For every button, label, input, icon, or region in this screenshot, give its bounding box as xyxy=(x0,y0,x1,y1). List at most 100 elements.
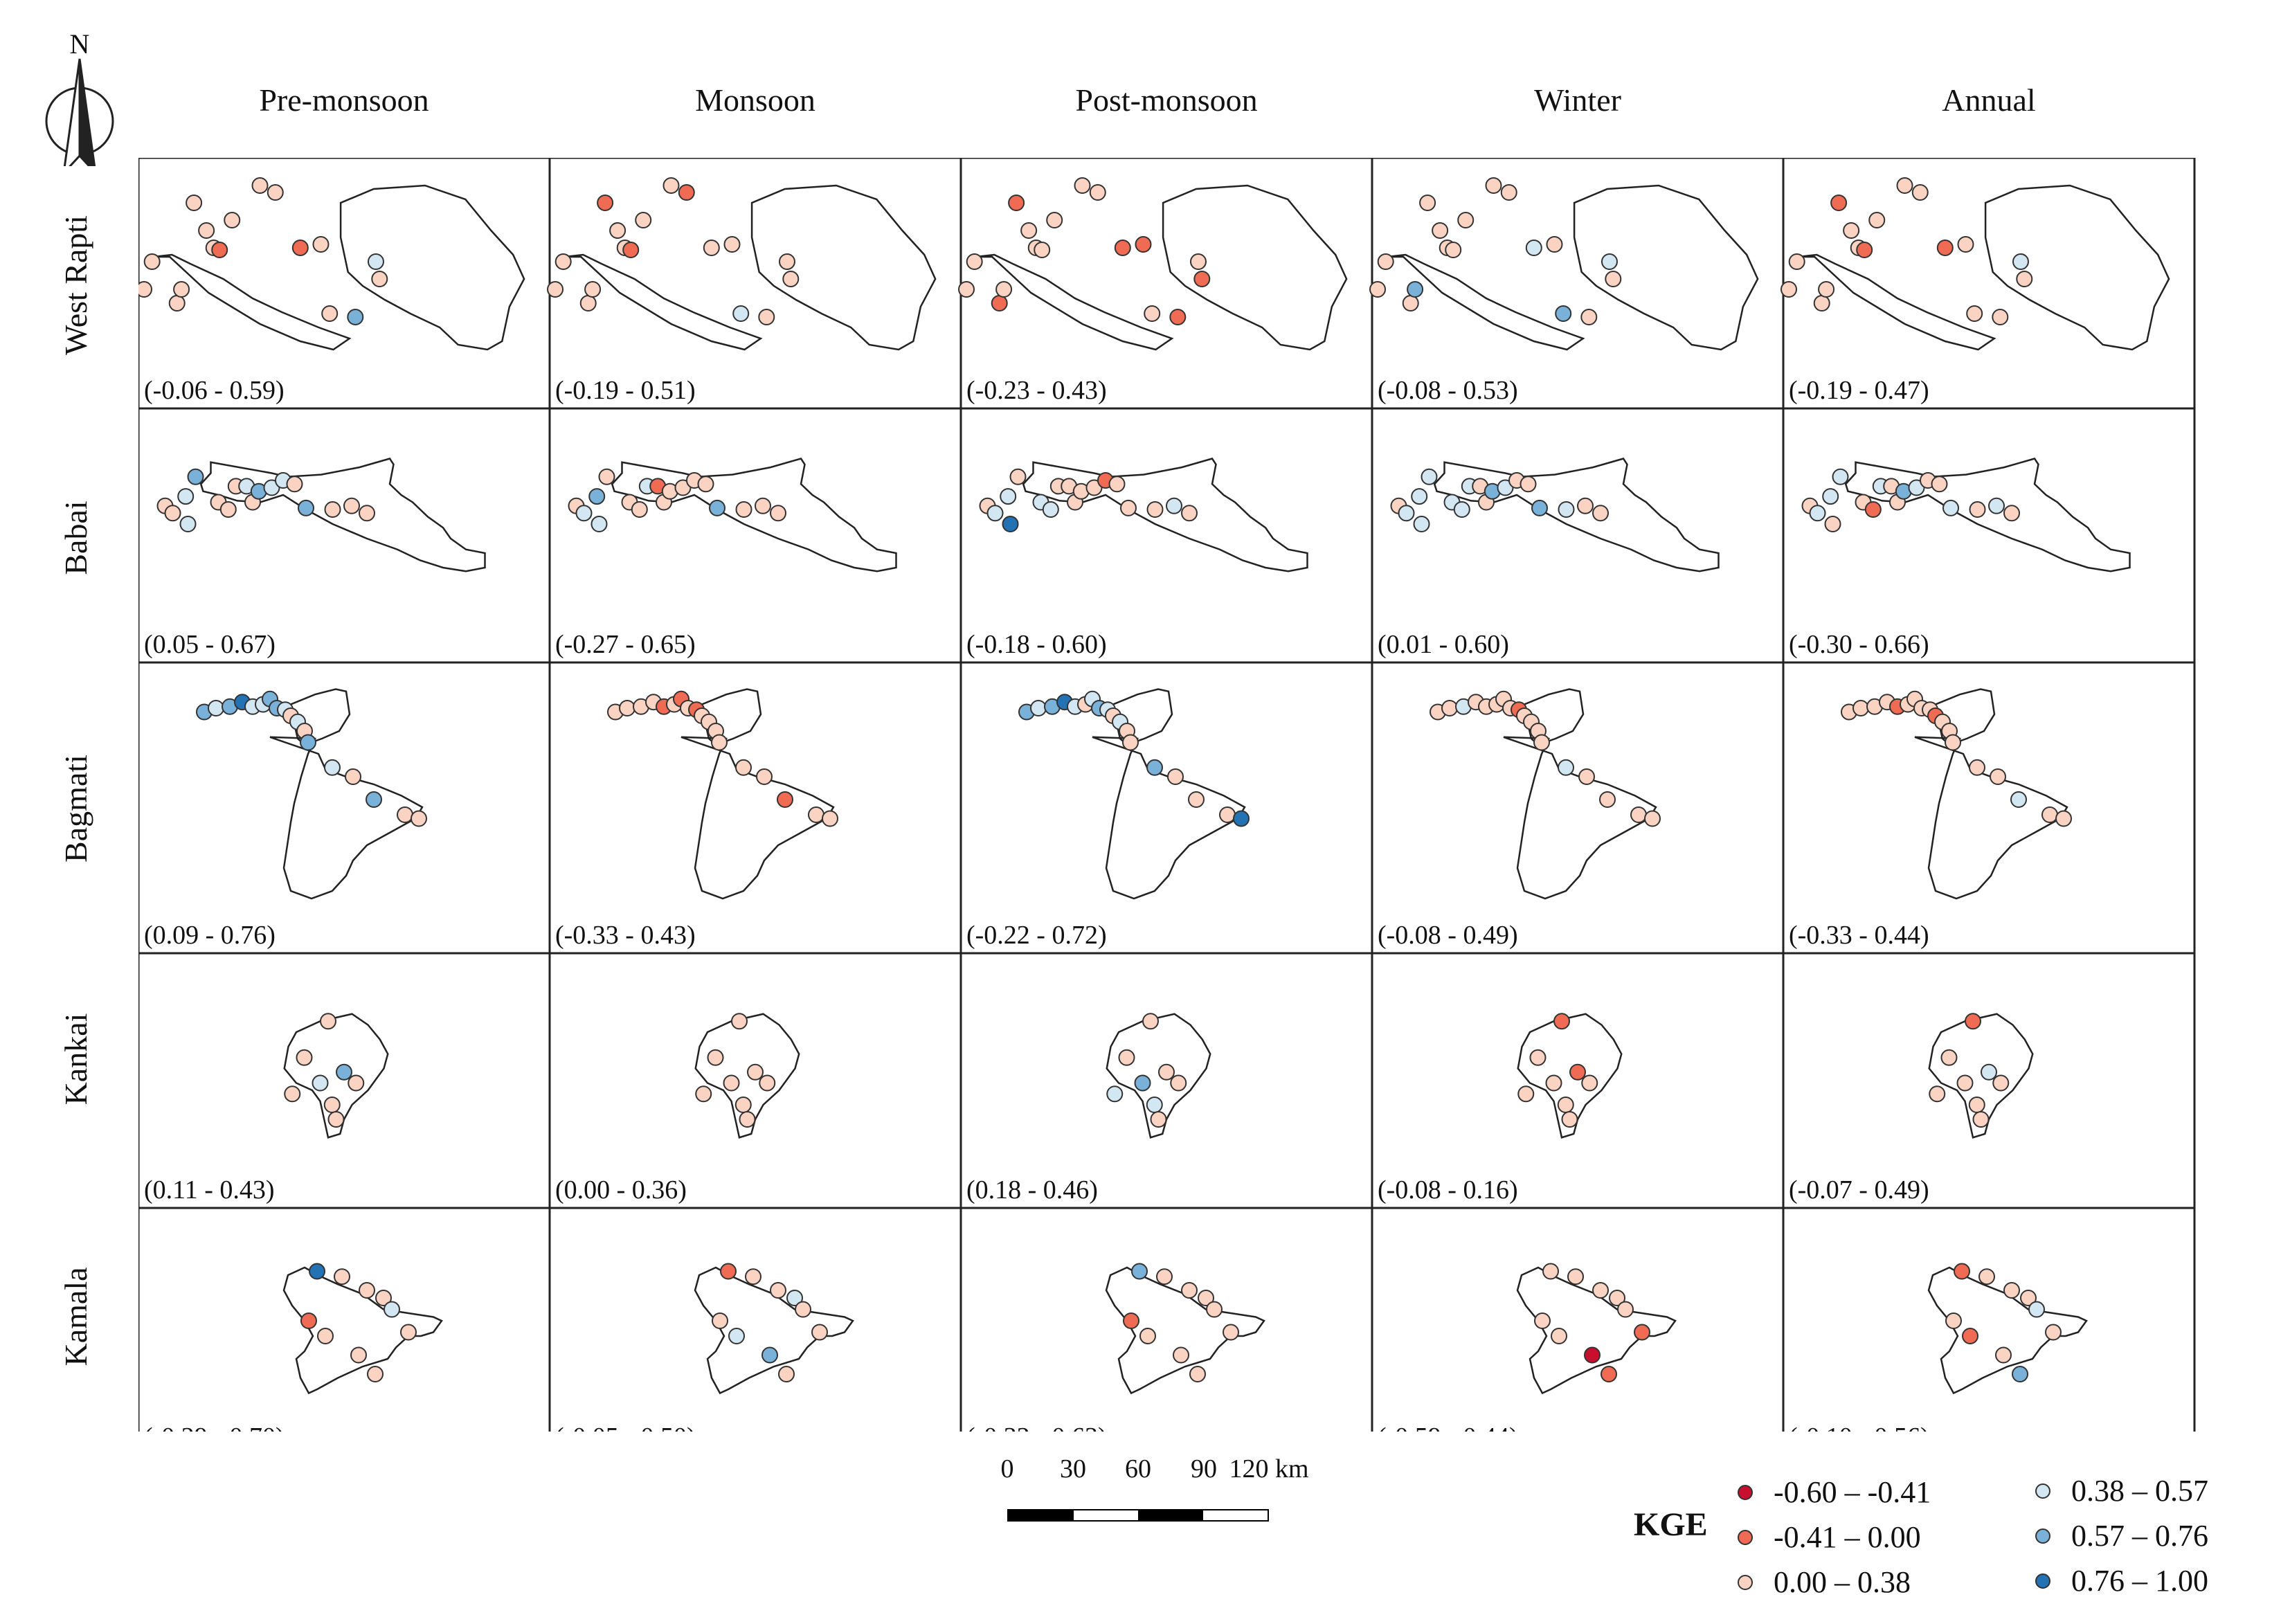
station-marker xyxy=(411,810,427,827)
station-marker xyxy=(1445,242,1462,258)
station-marker xyxy=(777,791,793,808)
row-label-west-rapti: West Rapti xyxy=(58,215,93,355)
station-marker xyxy=(1584,1346,1601,1364)
station-marker xyxy=(1592,505,1609,522)
panel-kankai-pre-monsoon: (0.11 - 0.43) xyxy=(138,952,551,1209)
station-marker xyxy=(778,1366,795,1382)
legend-dot-icon xyxy=(2035,1573,2050,1589)
station-marker xyxy=(1158,1063,1175,1081)
panel-west-rapti-monsoon: (-0.19 - 0.51) xyxy=(547,158,962,410)
station-marker xyxy=(2012,253,2029,270)
station-marker xyxy=(1419,195,1436,211)
kge-range-label: (-0.10 - 0.56) xyxy=(1789,1423,1929,1432)
station-marker xyxy=(2045,1324,2062,1341)
panel-bagmati-monsoon: (-0.33 - 0.43) xyxy=(548,661,962,955)
kge-range-label: (0.05 - 0.67) xyxy=(144,630,276,659)
kge-range-label: (-0.06 - 0.59) xyxy=(144,376,285,405)
column-header-post-monsoon: Post-monsoon xyxy=(1075,82,1258,118)
legend-label: 0.00 – 0.38 xyxy=(1774,1565,1911,1599)
station-marker xyxy=(1945,734,1961,751)
panel-bagmati-annual: (-0.33 - 0.44) xyxy=(1782,661,2196,955)
column-header-winter: Winter xyxy=(1534,82,1621,118)
station-marker xyxy=(1120,499,1137,516)
station-marker xyxy=(1555,305,1572,322)
panel-bagmati-pre-monsoon: (0.09 - 0.76) xyxy=(138,661,551,955)
station-marker xyxy=(732,305,750,322)
station-marker xyxy=(786,1290,803,1306)
station-marker xyxy=(662,177,680,194)
station-marker xyxy=(2012,1366,2028,1382)
station-marker xyxy=(1046,212,1063,228)
station-marker xyxy=(991,295,1008,312)
basin-boundary xyxy=(1387,255,1583,350)
station-marker xyxy=(1131,1263,1148,1280)
station-marker xyxy=(709,499,725,516)
station-marker xyxy=(1441,700,1458,716)
station-marker xyxy=(1580,309,1598,325)
station-marker xyxy=(1969,501,1986,518)
panel-kamala-winter: (-0.59 - 0.44) xyxy=(1371,1207,1785,1432)
station-marker xyxy=(1813,295,1830,312)
scale-bar-graphic xyxy=(1007,1509,1269,1522)
panel-bagmati-winter: (-0.08 - 0.49) xyxy=(1371,661,1785,955)
station-marker xyxy=(1956,1074,1974,1092)
panel-frame xyxy=(138,407,551,664)
station-marker xyxy=(1567,1268,1584,1285)
kge-range-label: (-0.30 - 0.66) xyxy=(1789,630,1929,659)
station-marker xyxy=(168,295,186,312)
row-label-kankai: Kankai xyxy=(58,1013,93,1106)
panel-west-rapti-winter: (-0.08 - 0.53) xyxy=(1369,158,1785,410)
station-marker xyxy=(1822,488,1839,505)
station-marker xyxy=(731,1013,748,1030)
station-marker xyxy=(1995,1346,2012,1364)
kge-range-label: (-0.18 - 0.60) xyxy=(966,630,1107,659)
kge-range-label: (-0.05 - 0.50) xyxy=(555,1423,696,1432)
panel-frame xyxy=(548,407,962,664)
station-marker xyxy=(1432,222,1449,239)
panel-babai-post-monsoon: (-0.18 - 0.60) xyxy=(959,407,1373,664)
panel-frame xyxy=(1371,1207,1785,1432)
panel-kankai-monsoon: (0.00 - 0.36) xyxy=(548,952,962,1209)
panel-frame xyxy=(138,158,551,410)
panel-kankai-winter: (-0.08 - 0.16) xyxy=(1371,952,1785,1209)
station-marker xyxy=(1818,281,1835,298)
station-marker xyxy=(1969,759,1985,776)
kge-range-label: (-0.22 - 0.72) xyxy=(966,921,1107,950)
station-marker xyxy=(324,501,341,518)
station-marker xyxy=(1134,1074,1151,1092)
station-marker xyxy=(678,184,695,201)
station-marker xyxy=(711,734,728,751)
station-marker xyxy=(1954,1263,1970,1280)
station-marker xyxy=(143,253,161,270)
station-marker xyxy=(1188,791,1205,808)
station-marker xyxy=(173,281,190,298)
station-marker xyxy=(1545,1074,1562,1092)
legend-dot-icon xyxy=(1738,1574,1753,1590)
station-marker xyxy=(1630,806,1647,823)
kge-range-label: (0.11 - 0.43) xyxy=(144,1175,275,1205)
station-marker xyxy=(590,516,608,532)
station-marker xyxy=(367,253,384,270)
station-marker xyxy=(1599,791,1616,808)
panel-west-rapti-post-monsoon: (-0.23 - 0.43) xyxy=(958,158,1373,410)
station-marker xyxy=(735,759,752,776)
station-marker xyxy=(747,1063,764,1081)
station-marker xyxy=(397,806,413,823)
kge-range-label: (-0.08 - 0.49) xyxy=(1378,921,1518,950)
station-marker xyxy=(770,1282,786,1299)
station-marker xyxy=(2028,1301,2045,1318)
station-marker xyxy=(811,1324,828,1341)
station-marker xyxy=(1453,501,1470,518)
station-marker xyxy=(348,1074,365,1092)
station-marker xyxy=(291,240,309,256)
map-grid: (-0.06 - 0.59) (-0.19 - 0.51) (-0.23 - 0.4… xyxy=(138,158,2196,1432)
station-marker xyxy=(334,1268,350,1285)
legend-label: 0.76 – 1.00 xyxy=(2071,1564,2208,1598)
panel-frame xyxy=(1371,952,1785,1209)
station-marker xyxy=(1966,305,1983,322)
station-marker xyxy=(345,768,361,785)
row-label-bagmati: Bagmati xyxy=(58,755,93,863)
station-marker xyxy=(177,488,195,505)
kge-range-label: (-0.59 - 0.44) xyxy=(1378,1423,1518,1432)
station-marker xyxy=(1553,1013,1570,1030)
